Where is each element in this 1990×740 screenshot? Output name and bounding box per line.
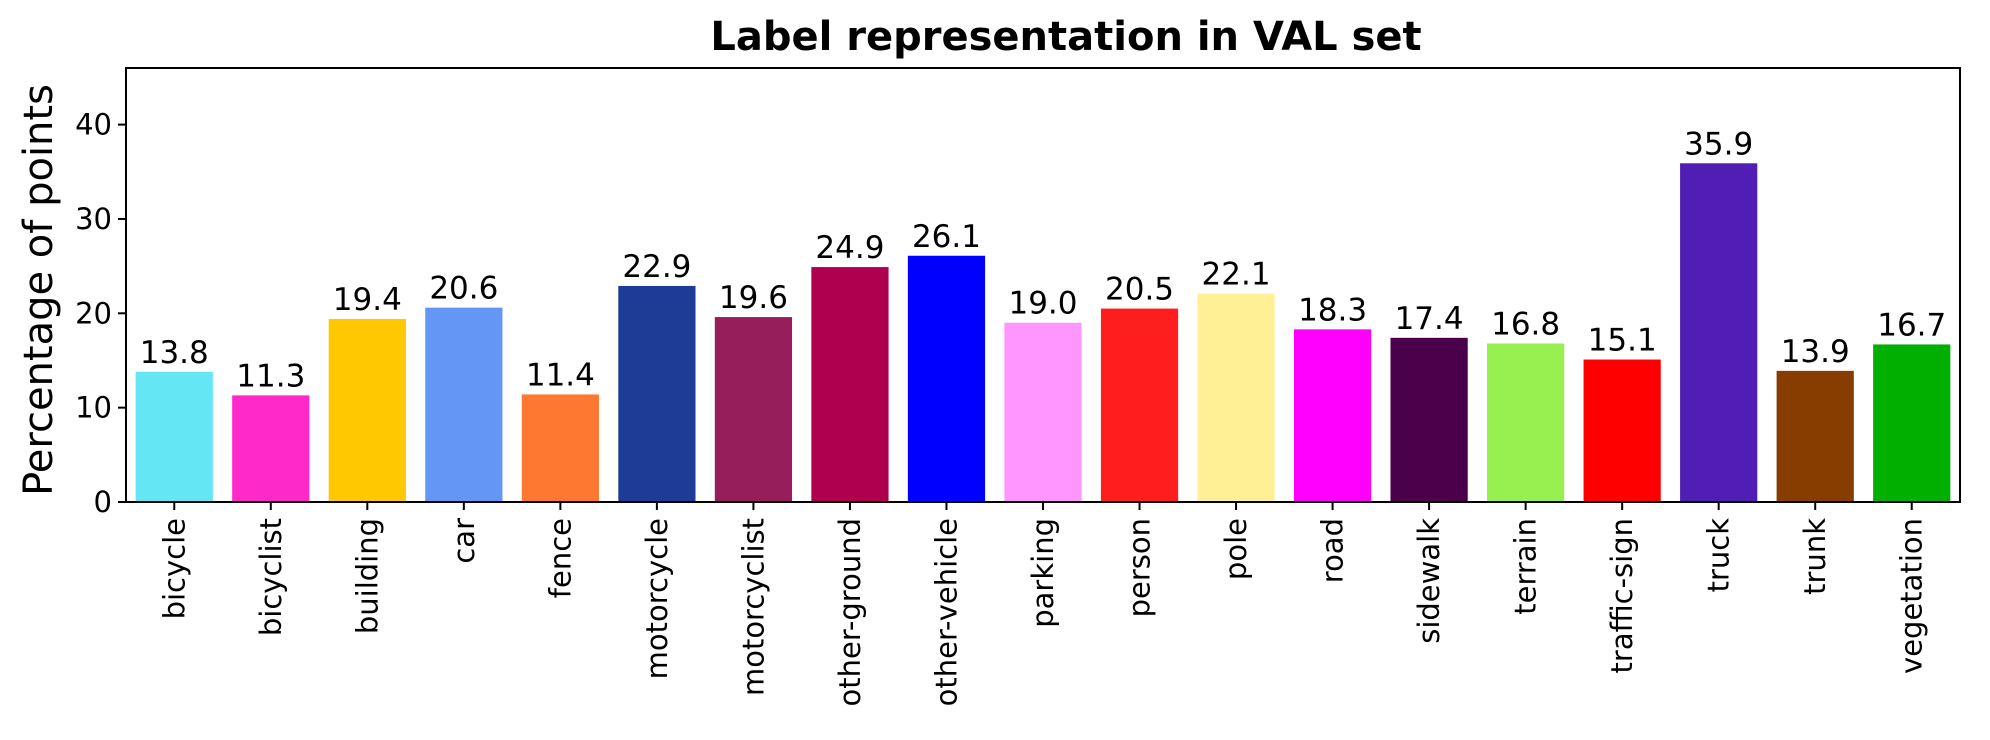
y-tick-label-40: 40 bbox=[75, 108, 112, 142]
x-tick-label-bicyclist: bicyclist bbox=[254, 518, 288, 636]
bar-other-ground bbox=[811, 267, 889, 502]
bar-car bbox=[425, 307, 503, 502]
x-tick-label-motorcyclist: motorcyclist bbox=[736, 518, 770, 696]
data-label-trunk: 13.9 bbox=[1781, 334, 1850, 370]
bar-other-vehicle bbox=[907, 255, 986, 502]
x-tick-label-sidewalk: sidewalk bbox=[1412, 518, 1446, 644]
plot-frame bbox=[125, 67, 1961, 503]
bar-sidewalk bbox=[1390, 337, 1468, 502]
bar-vegetation bbox=[1873, 344, 1951, 502]
data-label-person: 20.5 bbox=[1105, 272, 1174, 308]
bar-truck bbox=[1680, 163, 1758, 502]
bar-person bbox=[1100, 308, 1179, 502]
data-label-terrain: 16.8 bbox=[1491, 306, 1560, 342]
data-label-parking: 19.0 bbox=[1008, 286, 1077, 322]
x-tick-label-parking: parking bbox=[1026, 518, 1060, 628]
data-label-other-ground: 24.9 bbox=[815, 230, 884, 266]
bar-terrain bbox=[1487, 343, 1565, 502]
data-label-motorcyclist: 19.6 bbox=[719, 280, 788, 316]
y-axis: 0 10 20 30 40 bbox=[75, 108, 126, 519]
bar-road bbox=[1293, 329, 1372, 502]
x-tick-label-other-vehicle: other-vehicle bbox=[929, 518, 963, 706]
data-label-building: 19.4 bbox=[333, 282, 402, 318]
bar-motorcyclist bbox=[714, 317, 793, 502]
data-label-sidewalk: 17.4 bbox=[1395, 301, 1464, 337]
x-tick-label-vegetation: vegetation bbox=[1895, 518, 1929, 674]
bar-building bbox=[328, 318, 406, 502]
y-tick-label-0: 0 bbox=[94, 485, 112, 519]
bar-fence bbox=[521, 394, 599, 502]
x-tick-label-motorcycle: motorcycle bbox=[640, 518, 674, 679]
x-tick-label-bicycle: bicycle bbox=[157, 518, 191, 619]
bar-pole bbox=[1197, 293, 1275, 502]
y-tick-label-30: 30 bbox=[75, 202, 112, 236]
x-tick-label-pole: pole bbox=[1219, 518, 1253, 580]
x-tick-label-person: person bbox=[1123, 518, 1157, 617]
bar-bicyclist bbox=[232, 395, 310, 502]
y-tick-label-10: 10 bbox=[75, 391, 112, 425]
data-label-traffic-sign: 15.1 bbox=[1588, 323, 1657, 359]
bar-parking bbox=[1004, 322, 1082, 502]
data-label-motorcycle: 22.9 bbox=[622, 249, 691, 285]
bar-traffic-sign bbox=[1583, 359, 1661, 502]
x-tick-label-truck: truck bbox=[1702, 518, 1736, 593]
x-tick-label-traffic-sign: traffic-sign bbox=[1605, 518, 1639, 673]
data-label-truck: 35.9 bbox=[1684, 126, 1753, 162]
y-tick-label-20: 20 bbox=[75, 296, 112, 330]
chart-title: Label representation in VAL set bbox=[710, 14, 1421, 60]
bar-bicycle bbox=[135, 371, 213, 502]
data-label-vegetation: 16.7 bbox=[1877, 307, 1946, 343]
y-axis-label: Percentage of points bbox=[16, 84, 62, 496]
bars-group bbox=[135, 163, 1951, 502]
data-label-pole: 22.1 bbox=[1202, 256, 1271, 292]
x-tick-label-trunk: trunk bbox=[1798, 518, 1832, 595]
x-tick-label-building: building bbox=[350, 518, 384, 634]
data-labels-group: 13.8 11.3 19.4 20.6 11.4 22.9 19.6 24.9 26.1 19.0… bbox=[140, 126, 1947, 394]
data-label-bicycle: 13.8 bbox=[140, 335, 209, 371]
data-label-fence: 11.4 bbox=[526, 357, 595, 393]
data-label-car: 20.6 bbox=[429, 271, 498, 307]
bar-trunk bbox=[1776, 370, 1854, 502]
x-tick-label-terrain: terrain bbox=[1509, 518, 1543, 615]
x-tick-label-car: car bbox=[447, 518, 481, 564]
bar-motorcycle bbox=[618, 285, 696, 502]
x-tick-label-road: road bbox=[1316, 518, 1350, 583]
data-label-other-vehicle: 26.1 bbox=[912, 219, 981, 255]
x-tick-label-fence: fence bbox=[543, 518, 577, 598]
data-label-bicyclist: 11.3 bbox=[236, 358, 305, 394]
x-tick-label-other-ground: other-ground bbox=[833, 518, 867, 706]
data-label-road: 18.3 bbox=[1298, 292, 1367, 328]
x-axis: bicycle bicyclist building car fence motorcyc… bbox=[157, 502, 1929, 706]
